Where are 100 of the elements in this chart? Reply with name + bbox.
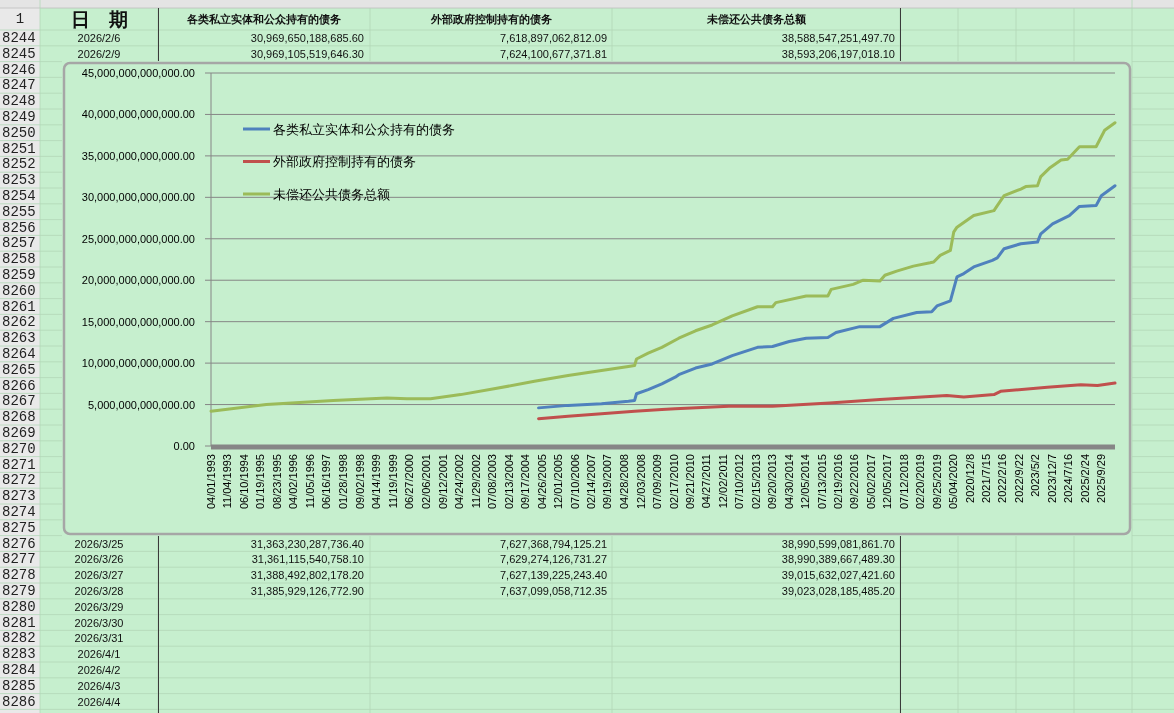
text: 8267 (2, 393, 36, 410)
text: 各类私立实体和公众持有的债务 (186, 12, 341, 26)
x-tick-label: 12/05/2014 (799, 454, 812, 510)
x-tick-label: 04/01/1993 (205, 454, 217, 510)
text: 8266 (2, 377, 36, 394)
text: 8254 (2, 187, 36, 204)
text: 2026/4/2 (77, 663, 121, 676)
text: 8261 (2, 298, 36, 315)
x-tick-label: 12/05/2017 (881, 454, 894, 510)
text: 8280 (2, 598, 36, 615)
x-tick-label: 09/25/2019 (930, 454, 943, 510)
text: 2026/2/9 (77, 47, 121, 60)
x-tick-label: 04/26/2005 (535, 454, 548, 510)
text: 8273 (2, 488, 36, 505)
text: 2026/3/26 (74, 553, 124, 566)
text: 8274 (2, 503, 36, 520)
text: 8251 (2, 140, 36, 157)
text: 外部政府控制持有的债务 (429, 12, 552, 26)
y-tick-label: 0.00 (173, 440, 195, 452)
x-tick-label: 01/28/1998 (337, 454, 350, 510)
x-tick-label: 12/01/2005 (552, 454, 565, 510)
x-tick-label: 09/21/2010 (683, 454, 696, 510)
y-tick-label: 20,000,000,000,000.00 (81, 274, 195, 287)
y-tick-label: 35,000,000,000,000.00 (81, 149, 195, 162)
x-tick-label: 08/23/1995 (270, 454, 283, 510)
text: 8272 (2, 472, 36, 489)
x-tick-label: 11/29/2002 (469, 454, 482, 509)
text: 38,588,547,251,497.70 (781, 31, 895, 44)
x-tick-label: 05/04/2020 (947, 454, 960, 510)
x-tick-label: 09/19/2007 (601, 454, 614, 510)
text: 2026/2/6 (77, 31, 121, 44)
x-tick-label: 11/05/1996 (303, 454, 316, 509)
x-tick-label: 09/12/2001 (436, 454, 449, 510)
y-tick-label: 45,000,000,000,000.00 (81, 67, 195, 79)
text: 8282 (2, 630, 36, 647)
x-tick-label: 06/10/1994 (237, 454, 250, 510)
x-tick-label: 2023/5/2 (1029, 454, 1042, 497)
text: 8269 (2, 424, 36, 441)
text: 8285 (2, 677, 36, 694)
text: 2026/4/1 (77, 648, 121, 661)
text: 7,627,139,225,243.40 (499, 569, 607, 582)
x-tick-label: 11/04/1993 (221, 454, 234, 509)
x-tick-label: 2021/7/15 (980, 454, 993, 503)
text: 8279 (2, 582, 36, 599)
y-tick-label: 15,000,000,000,000.00 (81, 315, 195, 328)
text: 8255 (2, 203, 36, 220)
x-tick-label: 04/30/2014 (782, 454, 795, 510)
text: 38,990,599,081,861.70 (781, 537, 895, 550)
text: 8246 (2, 61, 36, 78)
text: 8256 (2, 219, 36, 236)
text: 7,629,274,126,731.27 (499, 553, 607, 566)
y-tick-label: 10,000,000,000,000.00 (81, 357, 195, 370)
x-tick-label: 2023/12/7 (1045, 454, 1058, 503)
x-tick-label: 02/17/2010 (667, 454, 680, 510)
legend-label: 各类私立实体和公众持有的债务 (273, 121, 455, 137)
text: 8257 (2, 235, 36, 252)
x-tick-label: 07/10/2012 (733, 454, 746, 510)
y-tick-label: 30,000,000,000,000.00 (81, 191, 195, 204)
text: 8286 (2, 693, 36, 710)
text: 2026/4/4 (77, 695, 121, 708)
text: 8245 (2, 45, 36, 62)
x-tick-label: 2022/9/22 (1012, 454, 1025, 503)
x-tick-label: 02/06/2001 (420, 454, 433, 510)
text: 8258 (2, 251, 36, 268)
x-tick-label: 04/14/1999 (370, 454, 383, 510)
text: 8264 (2, 345, 36, 362)
legend-label: 未偿还公共债务总额 (273, 186, 390, 202)
text: 38,593,206,197,018.10 (781, 47, 895, 60)
x-tick-label: 09/20/2013 (765, 454, 778, 510)
x-tick-label: 09/22/2016 (848, 454, 861, 510)
text: 7,624,100,677,371.81 (499, 47, 607, 60)
text: 8278 (2, 567, 36, 584)
text: 日 期 (70, 8, 128, 30)
text: 8248 (2, 93, 36, 110)
line-series (537, 184, 1117, 410)
text: 2026/3/27 (74, 569, 124, 582)
x-tick-label: 2024/7/16 (1062, 454, 1075, 503)
x-tick-label: 02/20/2019 (914, 454, 927, 510)
x-tick-label: 12/02/2011 (716, 454, 729, 509)
text: 8281 (2, 614, 36, 631)
text: 1 (15, 11, 25, 27)
text: 8277 (2, 551, 36, 568)
text: 2026/3/31 (74, 632, 124, 645)
x-tick-label: 02/15/2013 (749, 454, 762, 510)
x-tick-label: 06/27/2000 (403, 454, 416, 510)
text: 2026/4/3 (77, 679, 121, 692)
x-tick-label: 09/02/1998 (353, 454, 366, 510)
legend-label: 外部政府控制持有的债务 (273, 154, 416, 169)
text: 2026/3/28 (74, 584, 124, 597)
text: 8275 (2, 519, 36, 536)
text: 31,388,492,802,178.20 (250, 569, 364, 582)
line-series (537, 381, 1117, 421)
x-tick-label: 01/19/1995 (254, 454, 267, 510)
text: 2026/3/25 (74, 537, 124, 550)
text: 8247 (2, 77, 36, 94)
x-tick-label: 11/19/1999 (386, 454, 399, 509)
text: 8259 (2, 266, 36, 283)
x-tick-label: 2025/9/29 (1095, 454, 1108, 503)
text: 30,969,650,188,685.60 (250, 31, 364, 44)
text: 8263 (2, 330, 36, 347)
